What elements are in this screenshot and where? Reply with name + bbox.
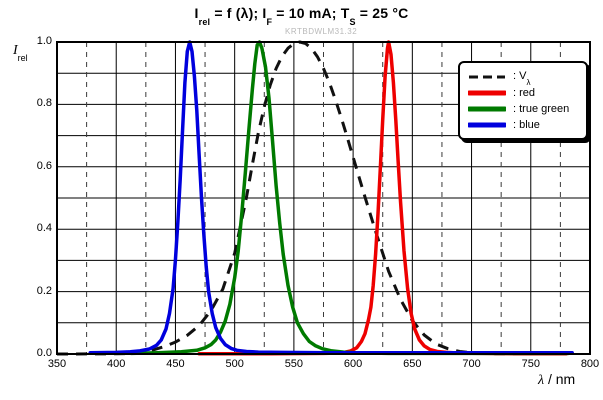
legend-swatch-blue [468, 122, 506, 128]
x-tick-label: 400 [107, 358, 126, 370]
legend-swatch-v-lambda [469, 75, 505, 79]
x-tick-label: 450 [166, 358, 185, 370]
x-tick-label: 550 [284, 358, 304, 370]
x-tick-label: 350 [47, 358, 67, 370]
curve-true-green [129, 40, 571, 356]
x-tick-label: 750 [521, 358, 540, 370]
legend-swatch-true-green [468, 106, 506, 112]
legend-swatch-red [468, 90, 506, 96]
y-axis-label: Irel [13, 43, 28, 63]
x-tick-label: 650 [403, 358, 422, 370]
part-number-watermark: KRTBDWLM31.32 [285, 27, 358, 36]
y-tick-label: 1.0 [36, 35, 52, 47]
plot-frame [56, 41, 591, 355]
legend-label-blue: : blue [513, 119, 540, 131]
y-tick-label: 0.8 [36, 97, 52, 110]
legend-label-true-green: : true green [513, 103, 570, 115]
x-tick-label: 600 [343, 358, 363, 370]
legend-item-red: : red [468, 85, 580, 101]
x-tick-label: 500 [225, 358, 244, 370]
y-tick-label: 0.4 [36, 222, 52, 235]
chart-title: Irel = f (λ); IF = 10 mA; TS = 25 °C [194, 5, 409, 27]
legend-item-true-green: : true green [468, 101, 580, 117]
x-tick-label: 800 [580, 358, 600, 370]
legend-label-red: : red [513, 87, 536, 99]
x-axis-label: λ / nm [538, 371, 576, 388]
curve-blue [88, 40, 574, 355]
legend-label-v-lambda: : Vλ [513, 69, 531, 88]
legend-item-blue: : blue [468, 117, 580, 133]
legend-item-v-lambda: : Vλ [468, 69, 580, 88]
y-tick-label: 0.2 [36, 284, 52, 297]
x-tick-label: 700 [462, 358, 481, 370]
y-tick-label: 0.6 [36, 159, 52, 172]
legend-box: : Vλ: red : true green : blue [458, 61, 588, 140]
y-tick-label: 0.0 [36, 347, 52, 359]
